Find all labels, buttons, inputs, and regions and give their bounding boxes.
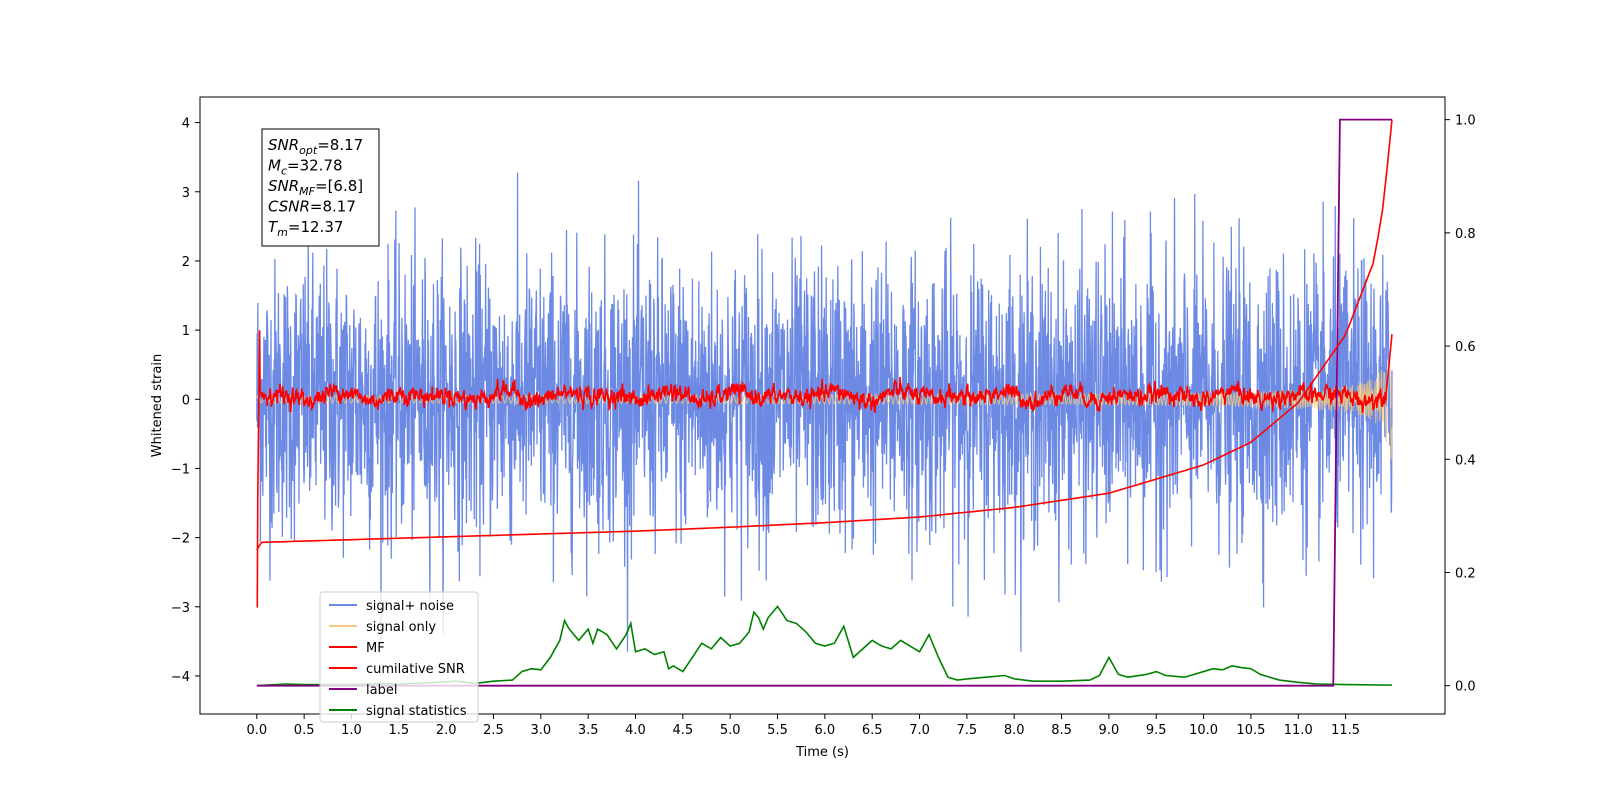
x-tick-label: 10.5 [1236, 723, 1265, 738]
x-tick-label: 4.0 [625, 723, 646, 738]
annotation-frame [261, 128, 380, 247]
x-tick-label: 3.5 [578, 723, 599, 738]
cumulative-snr-line [256, 119, 1393, 551]
x-tick-label: 11.5 [1331, 723, 1360, 738]
y-axis-label: Whitened strain [150, 354, 165, 457]
y-tick-label: 2 [182, 255, 190, 270]
x-tick-label: 6.5 [862, 723, 883, 738]
legend: signal+ noise signal only MF cumilative SNR… [319, 591, 479, 723]
legend-entry: signal+ noise [366, 599, 454, 614]
y-tick-label: 1 [182, 324, 190, 339]
legend-entry: signal statistics [366, 704, 467, 719]
signal-statistics-line [256, 605, 1392, 687]
x-tick-label: 7.0 [909, 723, 930, 738]
x-tick-label: 8.0 [1004, 723, 1025, 738]
y2-tick-label: 0.8 [1455, 227, 1476, 242]
y-tick-label: −4 [171, 670, 190, 685]
x-tick-label: 2.5 [483, 723, 504, 738]
legend-entry: signal only [366, 620, 436, 635]
signal-noise-line [256, 172, 1393, 652]
legend-entry: cumilative SNR [366, 662, 465, 677]
x-tick-label: 1.0 [341, 723, 362, 738]
x-tick-label: 9.5 [1146, 723, 1167, 738]
legend-frame [319, 591, 479, 723]
mf-line [256, 330, 1393, 608]
y-tick-label: −1 [171, 462, 190, 477]
y2-tick-label: 0.6 [1455, 340, 1476, 355]
plot-frame [199, 96, 1446, 715]
x-tick-label: 3.0 [530, 723, 551, 738]
x-tick-label: 0.0 [246, 723, 267, 738]
annotation-line: CSNR=8.17 [268, 198, 356, 216]
x-tick-label: 11.0 [1284, 723, 1313, 738]
x-tick-label: 1.5 [388, 723, 409, 738]
x-tick-label: 5.5 [767, 723, 788, 738]
annotation-line: SNRMF=[6.8] [268, 177, 363, 198]
x-tick-label: 7.5 [957, 723, 978, 738]
label-line [256, 118, 1392, 687]
x-tick-label: 0.5 [294, 723, 315, 738]
y2-tick-label: 1.0 [1455, 114, 1476, 129]
legend-entry: MF [366, 641, 385, 656]
x-tick-label: 10.0 [1189, 723, 1218, 738]
annotation-line: Tm=12.37 [268, 218, 343, 239]
axes: 0.0 0.5 1.0 1.5 2.0 2.5 3.0 3.5 4.0 4.5 5.0 5.5 6.0 6… [150, 96, 1476, 760]
annotation-line: Mc=32.78 [268, 157, 343, 178]
legend-entry: label [366, 683, 397, 698]
x-tick-label: 6.0 [815, 723, 836, 738]
y-tick-label: −3 [171, 601, 190, 616]
y-tick-label: 0 [182, 393, 190, 408]
y2-tick-label: 0.4 [1455, 453, 1476, 468]
series-signal-noise [256, 172, 1393, 652]
y-tick-label: −2 [171, 532, 190, 547]
x-tick-label: 9.0 [1099, 723, 1120, 738]
annotation-line: SNRopt=8.17 [268, 136, 363, 157]
x-tick-label: 4.5 [673, 723, 694, 738]
x-tick-label: 5.0 [720, 723, 741, 738]
y-tick-label: 3 [182, 186, 190, 201]
x-axis-label: Time (s) [795, 745, 849, 760]
y-tick-label: 4 [182, 117, 190, 132]
y2-tick-label: 0.2 [1455, 566, 1476, 581]
x-tick-label: 2.0 [436, 723, 457, 738]
right-axis-series [256, 118, 1393, 687]
series-mf [256, 330, 1393, 608]
x-tick-label: 8.5 [1051, 723, 1072, 738]
y2-tick-label: 0.0 [1455, 680, 1476, 695]
